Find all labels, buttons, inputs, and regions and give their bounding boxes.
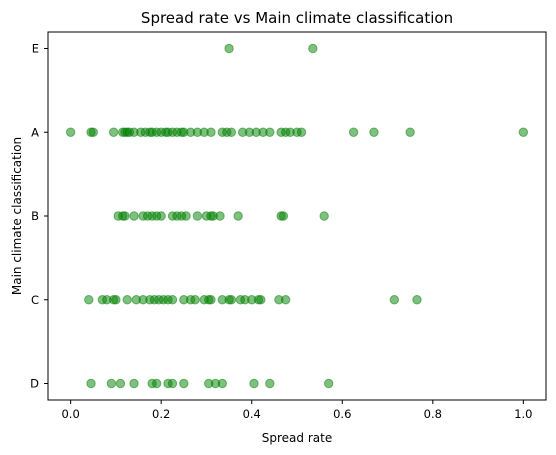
x-tick-label: 0.2 <box>152 407 170 421</box>
y-axis-ticks: D C B A E <box>30 42 48 391</box>
x-tick-label: 0.8 <box>424 407 442 421</box>
chart-title: Spread rate vs Main climate classificati… <box>141 9 453 27</box>
data-point <box>369 127 379 137</box>
data-point <box>412 295 422 305</box>
data-point <box>278 211 289 221</box>
data-point <box>265 127 275 137</box>
data-point <box>206 127 216 137</box>
data-point <box>65 127 76 137</box>
x-tick-label: 0.4 <box>243 407 261 421</box>
data-point <box>518 127 529 137</box>
data-point <box>296 127 307 137</box>
data-point <box>120 211 130 221</box>
data-point <box>151 378 162 389</box>
data-point <box>215 211 225 221</box>
data-point <box>226 127 237 137</box>
data-point <box>167 295 178 305</box>
data-point <box>179 378 189 389</box>
data-point <box>217 378 228 389</box>
data-point <box>108 127 119 137</box>
y-tick-label: A <box>31 125 39 139</box>
x-tick-label: 0.6 <box>333 407 351 421</box>
data-point <box>106 378 117 389</box>
data-point <box>265 378 275 389</box>
data-point <box>256 295 266 305</box>
y-tick-label: B <box>31 209 39 223</box>
data-point <box>129 378 139 389</box>
data-point <box>86 378 96 389</box>
y-axis-label: Main climate classification <box>10 137 24 295</box>
data-point <box>122 295 132 305</box>
data-point <box>405 127 415 137</box>
y-tick-label: C <box>31 293 39 307</box>
data-point <box>308 43 318 54</box>
data-point <box>181 211 191 221</box>
data-point <box>190 295 200 305</box>
data-point <box>249 378 259 389</box>
data-point <box>192 211 203 221</box>
data-point <box>224 43 234 54</box>
y-tick-label: D <box>30 377 39 391</box>
y-tick-label: E <box>32 42 39 56</box>
data-point <box>115 378 126 389</box>
x-tick-label: 0.0 <box>61 407 79 421</box>
data-point <box>156 211 166 221</box>
data-point <box>206 295 216 305</box>
data-point <box>323 378 334 389</box>
data-points <box>65 43 529 389</box>
data-point <box>348 127 359 137</box>
x-tick-label: 1.0 <box>514 407 532 421</box>
x-axis-label: Spread rate <box>262 431 332 445</box>
data-point <box>111 295 121 305</box>
data-point <box>129 211 139 221</box>
x-axis-ticks: 0.0 0.2 0.4 0.6 0.8 1.0 <box>61 400 533 421</box>
data-point <box>84 295 94 305</box>
data-point <box>389 295 400 305</box>
data-point <box>233 211 243 221</box>
data-point <box>88 127 98 137</box>
data-point <box>167 378 178 389</box>
data-point <box>319 211 329 221</box>
data-point <box>226 295 237 305</box>
data-point <box>280 295 291 305</box>
